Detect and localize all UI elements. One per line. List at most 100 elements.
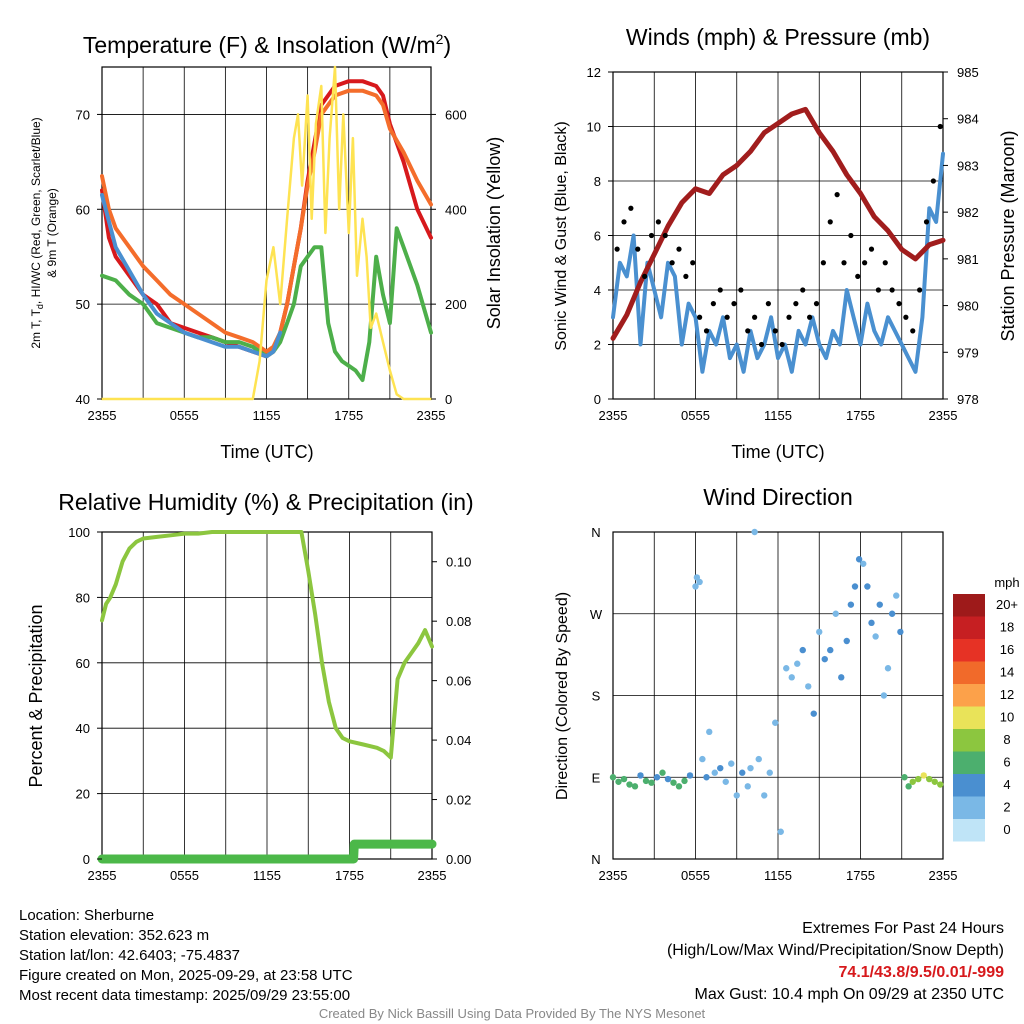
direction-point (937, 781, 944, 788)
x-tick-label: 2355 (417, 408, 446, 423)
gust-point (758, 341, 765, 348)
gust-point (827, 219, 833, 225)
y-tick-label: N (591, 525, 600, 540)
colorbar-swatch (953, 751, 985, 774)
direction-point (855, 556, 863, 563)
direction-point (794, 660, 801, 667)
direction-point (893, 592, 900, 599)
y-tick-label-right: 980 (957, 299, 979, 314)
y-tick-label-right: 600 (445, 107, 467, 122)
y-tick-label-right: 982 (957, 205, 979, 220)
gust-point (662, 232, 668, 239)
direction-point (631, 783, 639, 790)
y-tick-label-left: 8 (594, 174, 601, 189)
gust-point (910, 328, 916, 334)
direction-point (799, 646, 806, 654)
gust-point (669, 260, 675, 266)
y-tick-label-right: 981 (957, 252, 979, 267)
y-tick-label-right: 0.10 (446, 555, 471, 570)
y-tick-label-right: 979 (957, 345, 979, 360)
gust-point (786, 314, 792, 320)
direction-point (909, 778, 916, 785)
y-tick-label-left: 4 (594, 283, 601, 298)
colorbar-label: 16 (1000, 642, 1014, 657)
direction-point (931, 778, 938, 785)
direction-point (832, 610, 839, 617)
direction-point (915, 775, 922, 783)
y-tick-label: N (591, 852, 600, 867)
x-tick-label: 1155 (253, 868, 281, 883)
x-tick-label: 0555 (170, 868, 199, 883)
temperature-title: Temperature (F) & Insolation (W/m2) (83, 31, 451, 58)
temperature-ylabel-right: Solar Insolation (Yellow) (484, 137, 504, 329)
gust-point (703, 328, 710, 334)
solar-insolation-line (100, 65, 433, 401)
gust-point (903, 314, 909, 320)
winds-xlabel: Time (UTC) (731, 442, 824, 462)
gust-point (820, 260, 826, 266)
y-tick-label-right: 200 (445, 297, 467, 312)
y-tick-label-left: 10 (587, 120, 601, 135)
gust-point (855, 273, 861, 279)
gust-point (648, 232, 655, 239)
x-tick-label: 0555 (681, 408, 710, 423)
figure-created: Figure created on Mon, 2025-09-29, at 23… (19, 967, 353, 984)
direction-point (884, 665, 892, 672)
y-tick-label-left: 100 (68, 525, 90, 540)
colorbar-swatch (953, 616, 985, 639)
direction-point (783, 665, 790, 672)
direction-point (739, 769, 746, 776)
y-tick-label-left: 0 (83, 852, 90, 867)
x-tick-label: 2355 (88, 408, 117, 423)
direction-point (920, 772, 927, 779)
hi-wc-line (100, 193, 283, 359)
y-tick-label: E (592, 770, 601, 785)
colorbar-swatch (953, 706, 985, 729)
y-tick-label-left: 0 (594, 392, 601, 407)
winds-ylabel-left: Sonic Wind & Gust (Blue, Black) (553, 121, 570, 350)
y-tick-label-right: 984 (957, 112, 979, 127)
y-tick-label-right: 0.00 (446, 852, 471, 867)
x-tick-label: 0555 (681, 868, 710, 883)
y-tick-label: W (590, 607, 603, 622)
humidity-title: Relative Humidity (%) & Precipitation (i… (58, 489, 473, 515)
gust-point (697, 314, 703, 320)
direction-point (728, 760, 735, 767)
colorbar-swatch (953, 639, 985, 662)
direction-point (620, 775, 628, 783)
x-tick-label: 1155 (764, 868, 792, 883)
direction-point (675, 783, 683, 790)
direction-point (686, 772, 694, 779)
direction-point (761, 792, 768, 799)
extremes-subtitle: (High/Low/Max Wind/Precipitation/Snow De… (666, 942, 1004, 959)
direction-point (880, 692, 888, 699)
y-tick-label-left: 6 (594, 229, 601, 244)
direction-point (777, 828, 784, 835)
direction-point (664, 775, 672, 783)
direction-point (722, 778, 729, 785)
direction-point (648, 779, 655, 786)
direction-point (747, 764, 754, 772)
station-elevation: Station elevation: 352.623 m (19, 927, 210, 944)
direction-point (751, 528, 758, 536)
recent-timestamp: Most recent data timestamp: 2025/09/29 2… (19, 987, 351, 1004)
temperature-xlabel: Time (UTC) (220, 442, 313, 462)
y-tick-label-right: 0.06 (446, 674, 471, 689)
direction-point (821, 655, 828, 663)
wind-direction-ylabel: Direction (Colored By Speed) (554, 592, 571, 800)
direction-point (706, 728, 713, 736)
direction-point (699, 755, 706, 763)
temperature-ylabel-left: 2m T, Td, HI/WC (Red, Green, Scarlet/Blu… (29, 117, 45, 348)
y-tick-label: S (592, 689, 601, 704)
colorbar-label: 10 (1000, 710, 1014, 725)
colorbar-label: 4 (1003, 777, 1010, 792)
direction-point (897, 628, 904, 636)
direction-point (696, 578, 703, 586)
direction-point (872, 633, 879, 640)
station-info: Location: Sherburne Station elevation: 3… (19, 906, 353, 1006)
direction-point (810, 710, 817, 717)
direction-point (860, 560, 867, 567)
gust-point (676, 246, 682, 252)
direction-point (864, 583, 871, 590)
gust-point (917, 287, 923, 293)
